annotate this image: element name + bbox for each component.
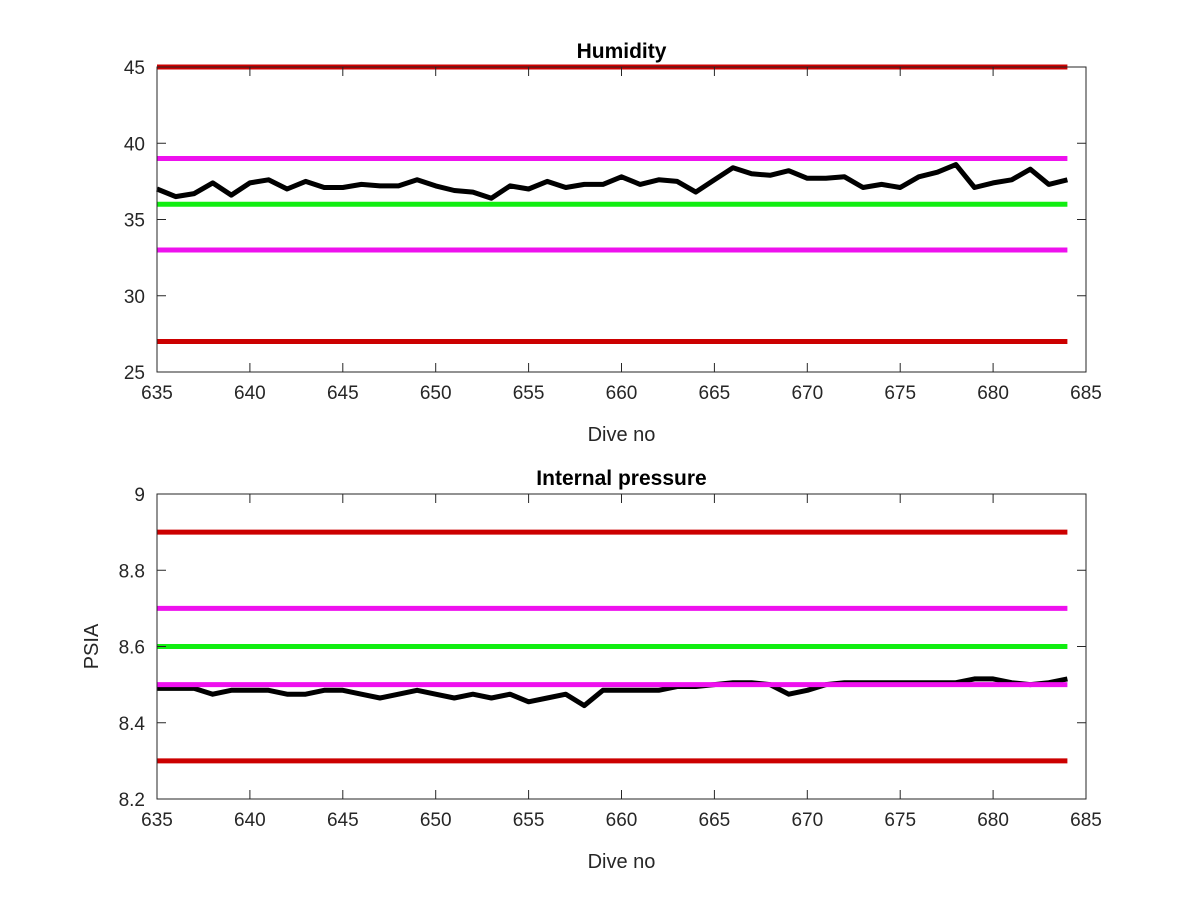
pressure-y-tick-label: 9 [134, 485, 145, 506]
humidity-series-group [156, 64, 1069, 344]
humidity-x-tick-label: 650 [420, 383, 452, 404]
humidity-plot: 635 640 645 650 655 660 665 670 675 680 685 25 30 35 4… [124, 40, 1102, 446]
humidity-x-tick-label: 685 [1070, 383, 1102, 404]
pressure-y-tick-label: 8.4 [119, 714, 146, 735]
humidity-y-tick-label: 35 [124, 211, 145, 232]
pressure-series-group [157, 529, 1068, 764]
pressure-y-tick-label: 8.8 [119, 561, 145, 582]
humidity-y-tick-label: 30 [124, 287, 145, 308]
pressure-x-tick-label: 680 [977, 810, 1009, 831]
humidity-x-tick-label: 635 [141, 383, 173, 404]
pressure-x-tick-label: 670 [791, 810, 823, 831]
humidity-y-tick-label: 25 [124, 363, 145, 384]
humidity-y-tick-label: 45 [124, 58, 145, 79]
pressure-ticks-group: 635 640 645 650 655 660 665 670 675 680 685 8.2 8.4 8… [119, 485, 1102, 831]
pressure-title: Internal pressure [536, 467, 706, 490]
pressure-x-tick-label: 665 [699, 810, 731, 831]
pressure-y-tick-label: 8.2 [119, 790, 145, 811]
humidity-x-tick-label: 645 [327, 383, 359, 404]
pressure-plot: 635 640 645 650 655 660 665 670 675 680 685 8.2 8.4 8… [81, 467, 1102, 873]
humidity-x-tick-label: 665 [699, 383, 731, 404]
pressure-x-tick-label: 645 [327, 810, 359, 831]
pressure-x-tick-label: 660 [606, 810, 638, 831]
humidity-x-tick-label: 640 [234, 383, 266, 404]
humidity-x-tick-label: 655 [513, 383, 545, 404]
humidity-x-tick-label: 680 [977, 383, 1009, 404]
humidity-title: Humidity [577, 40, 667, 63]
pressure-x-tick-label: 685 [1070, 810, 1102, 831]
pressure-x-tick-label: 675 [884, 810, 916, 831]
humidity-x-axis-label: Dive no [588, 424, 656, 446]
humidity-x-tick-label: 670 [791, 383, 823, 404]
pressure-y-tick-label: 8.6 [119, 638, 145, 659]
pressure-x-tick-label: 635 [141, 810, 173, 831]
humidity-series-line-0 [156, 162, 1069, 201]
humidity-y-tick-label: 40 [124, 134, 145, 155]
humidity-x-tick-label: 660 [606, 383, 638, 404]
pressure-x-tick-label: 640 [234, 810, 266, 831]
pressure-x-tick-label: 650 [420, 810, 452, 831]
pressure-y-axis-label: PSIA [81, 623, 103, 669]
humidity-x-tick-label: 675 [884, 383, 916, 404]
humidity-ticks-group: 635 640 645 650 655 660 665 670 675 680 685 25 30 35 4… [124, 58, 1102, 404]
pressure-x-tick-label: 655 [513, 810, 545, 831]
pressure-x-axis-label: Dive no [588, 851, 656, 873]
humidity-axes-box [156, 66, 1087, 373]
